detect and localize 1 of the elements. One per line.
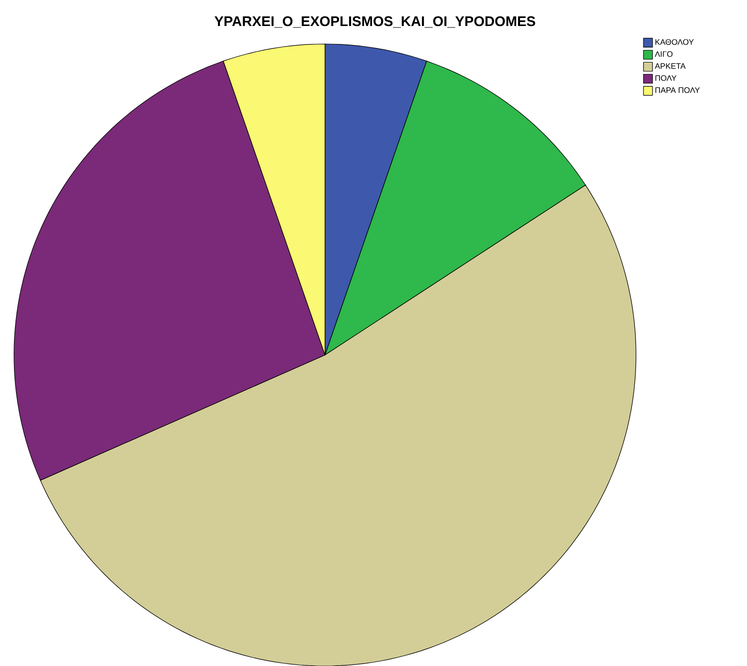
chart-title: YPARXEI_O_EXOPLISMOS_KAI_OI_YPODOMES <box>214 16 536 28</box>
